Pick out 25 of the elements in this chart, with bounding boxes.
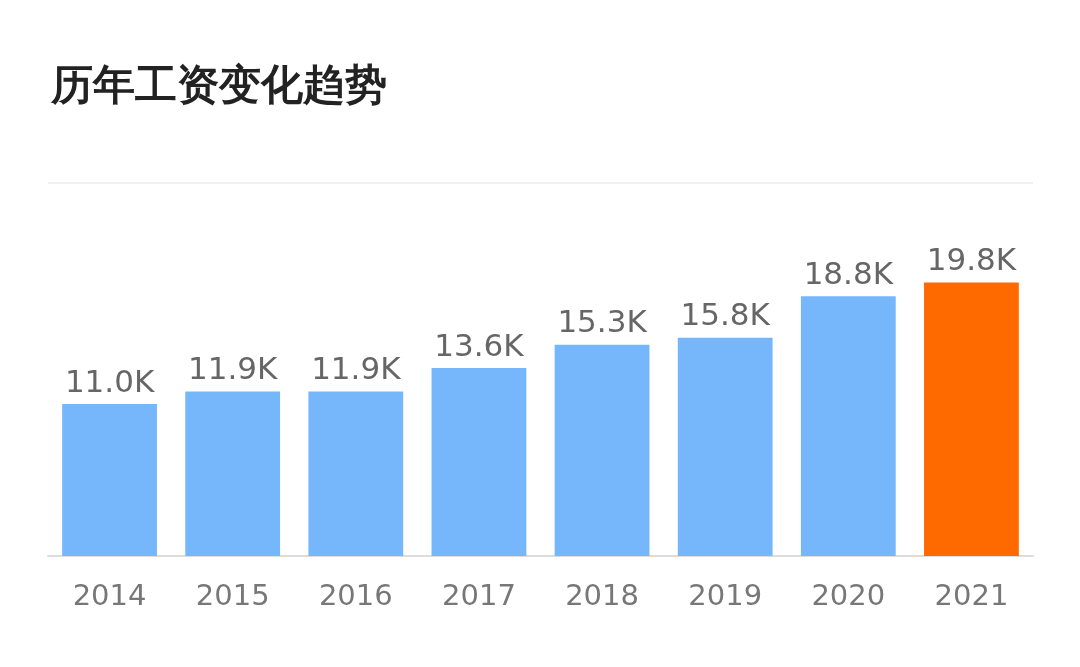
bar — [800, 296, 896, 556]
bar — [554, 344, 650, 556]
bar — [924, 282, 1019, 556]
bar — [185, 391, 281, 556]
chart-title: 历年工资变化趋势 — [50, 59, 387, 109]
x-tick-label: 2019 — [688, 577, 763, 612]
x-tick-label: 2020 — [811, 577, 886, 612]
x-tick-label: 2021 — [934, 577, 1009, 612]
bar — [62, 404, 157, 556]
x-tick-label: 2014 — [72, 577, 147, 612]
x-tick-label: 2016 — [318, 577, 393, 612]
data-label: 11.9K — [311, 350, 402, 387]
x-tick-label: 2017 — [442, 577, 516, 612]
bar — [677, 337, 773, 556]
data-label: 13.6K — [434, 326, 525, 363]
data-label: 11.9K — [188, 350, 279, 387]
data-label: 18.8K — [803, 254, 894, 291]
x-tick-label: 2015 — [195, 577, 270, 612]
data-label: 15.8K — [680, 296, 771, 333]
bar — [431, 368, 527, 556]
data-label: 11.0K — [64, 362, 155, 399]
x-tick-label: 2018 — [565, 577, 639, 612]
data-label: 19.8K — [926, 240, 1017, 277]
data-label: 15.3K — [557, 303, 648, 340]
bar — [308, 391, 404, 556]
